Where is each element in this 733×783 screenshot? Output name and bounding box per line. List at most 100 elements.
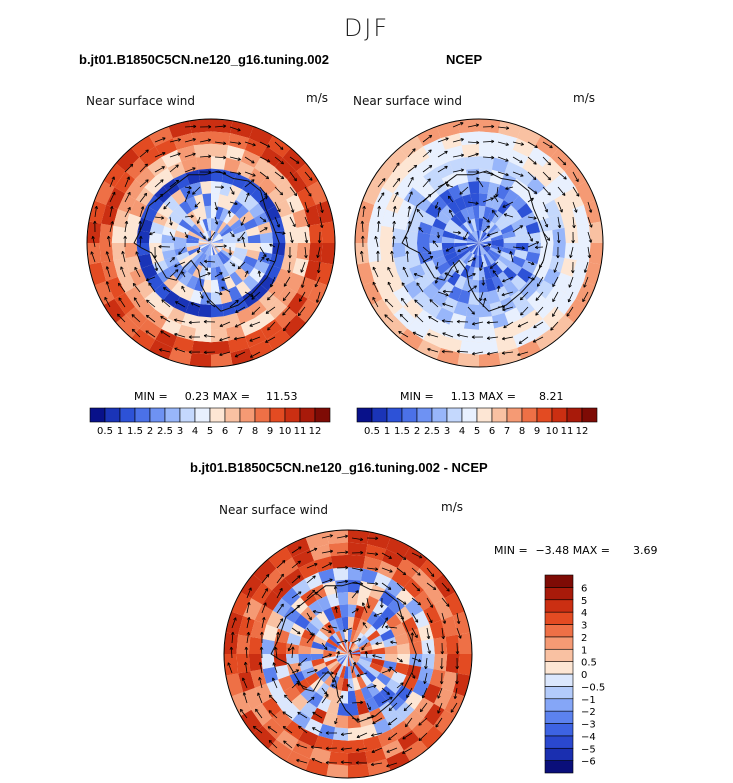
wind-arrowhead: [298, 725, 302, 728]
field-cell: [376, 672, 391, 686]
wind-arrowhead: [219, 323, 223, 327]
wind-arrowhead: [552, 314, 556, 317]
field-cell: [243, 218, 258, 231]
field-cell: [448, 184, 463, 201]
field-cell: [483, 206, 492, 220]
wind-vector: [490, 261, 499, 269]
field-cell: [348, 579, 361, 593]
field-cell: [336, 654, 348, 661]
wind-arrowhead: [476, 177, 480, 180]
field-cell: [211, 243, 221, 253]
field-cell: [423, 683, 442, 704]
wind-arrowhead: [456, 349, 460, 352]
wind-arrowhead: [252, 145, 256, 147]
field-cell: [511, 255, 526, 268]
field-cell: [186, 275, 199, 290]
panel3-map: [224, 530, 472, 778]
wind-vector: [584, 261, 589, 273]
wind-arrowhead: [375, 583, 379, 586]
wind-arrowhead: [312, 697, 315, 701]
wind-arrowhead: [304, 255, 307, 259]
field-cell: [264, 264, 281, 281]
colorbar-swatch: [544, 686, 574, 700]
field-cell: [245, 249, 260, 260]
wind-vector: [442, 303, 454, 308]
field-cell: [177, 324, 196, 341]
wind-vector: [392, 162, 400, 173]
field-cell: [395, 606, 413, 623]
panel1-title: b.jt01.B1850C5CN.ne120_g16.tuning.002: [79, 52, 329, 67]
wind-arrowhead: [447, 196, 450, 200]
field-cell: [276, 557, 299, 579]
field-cell: [385, 272, 404, 293]
field-cell: [403, 578, 424, 599]
wind-arrowhead: [293, 194, 297, 197]
wind-vector: [416, 282, 424, 293]
wind-vector: [268, 740, 278, 749]
wind-arrowhead: [459, 191, 462, 195]
wind-arrowhead: [131, 329, 134, 333]
field-cell: [373, 718, 392, 736]
field-cell: [193, 328, 211, 343]
field-cell: [445, 634, 460, 654]
wind-arrowhead: [487, 235, 491, 237]
field-cell: [417, 126, 441, 147]
field-cell: [229, 255, 244, 267]
field-cell: [217, 221, 227, 234]
wind-arrowhead: [414, 299, 418, 301]
field-cell: [447, 200, 461, 215]
wind-arrowhead: [296, 604, 300, 607]
wind-arrowhead: [357, 590, 359, 594]
wind-vector: [396, 552, 407, 560]
field-cell: [510, 178, 527, 196]
wind-vector: [214, 125, 226, 128]
wind-arrowhead: [283, 329, 287, 332]
field-cell: [155, 299, 174, 319]
wind-arrowhead: [106, 281, 110, 284]
colorbar-tick-label: 2.5: [424, 426, 440, 437]
wind-vector: [327, 625, 338, 629]
wind-arrowhead: [203, 334, 208, 336]
field-cell: [356, 592, 370, 608]
field-cell: [223, 238, 236, 243]
wind-vector: [437, 150, 448, 158]
wind-arrowhead: [418, 587, 421, 592]
wind-arrowhead: [362, 205, 365, 209]
wind-vector: [341, 747, 353, 750]
wind-arrowhead: [222, 172, 227, 175]
field-cell: [369, 584, 386, 601]
wind-vector: [298, 657, 308, 666]
wind-arrowhead: [435, 266, 437, 270]
wind-vector: [169, 138, 181, 143]
wind-arrowhead: [109, 205, 113, 209]
field-cell: [101, 204, 118, 226]
wind-vector: [456, 612, 460, 624]
field-cell: [393, 157, 416, 180]
wind-arrowhead: [582, 299, 586, 302]
wind-arrowhead: [550, 328, 554, 331]
colorbar-tick-label: 0.5: [364, 426, 380, 437]
wind-arrowhead: [571, 240, 574, 244]
wind-vector: [381, 687, 390, 695]
wind-vector: [403, 702, 413, 711]
field-cell: [352, 677, 361, 691]
colorbar-tick-label: 2: [147, 426, 153, 437]
field-cell: [338, 654, 348, 664]
field-cell: [352, 630, 361, 644]
wind-vector: [356, 747, 368, 751]
field-cell: [414, 697, 434, 718]
wind-vector: [361, 642, 368, 651]
wind-arrowhead: [364, 205, 366, 210]
wind-arrowhead: [231, 235, 235, 238]
wind-vector: [245, 647, 248, 659]
field-cell: [454, 243, 467, 248]
wind-arrowhead: [568, 299, 572, 303]
field-cell: [348, 727, 364, 741]
wind-vector: [402, 747, 413, 754]
wind-arrowhead: [471, 351, 475, 355]
wind-arrowhead: [214, 207, 218, 211]
wind-arrowhead: [242, 692, 245, 696]
wind-arrowhead: [249, 354, 253, 358]
wind-arrowhead: [344, 579, 348, 582]
field-cell: [259, 232, 273, 243]
